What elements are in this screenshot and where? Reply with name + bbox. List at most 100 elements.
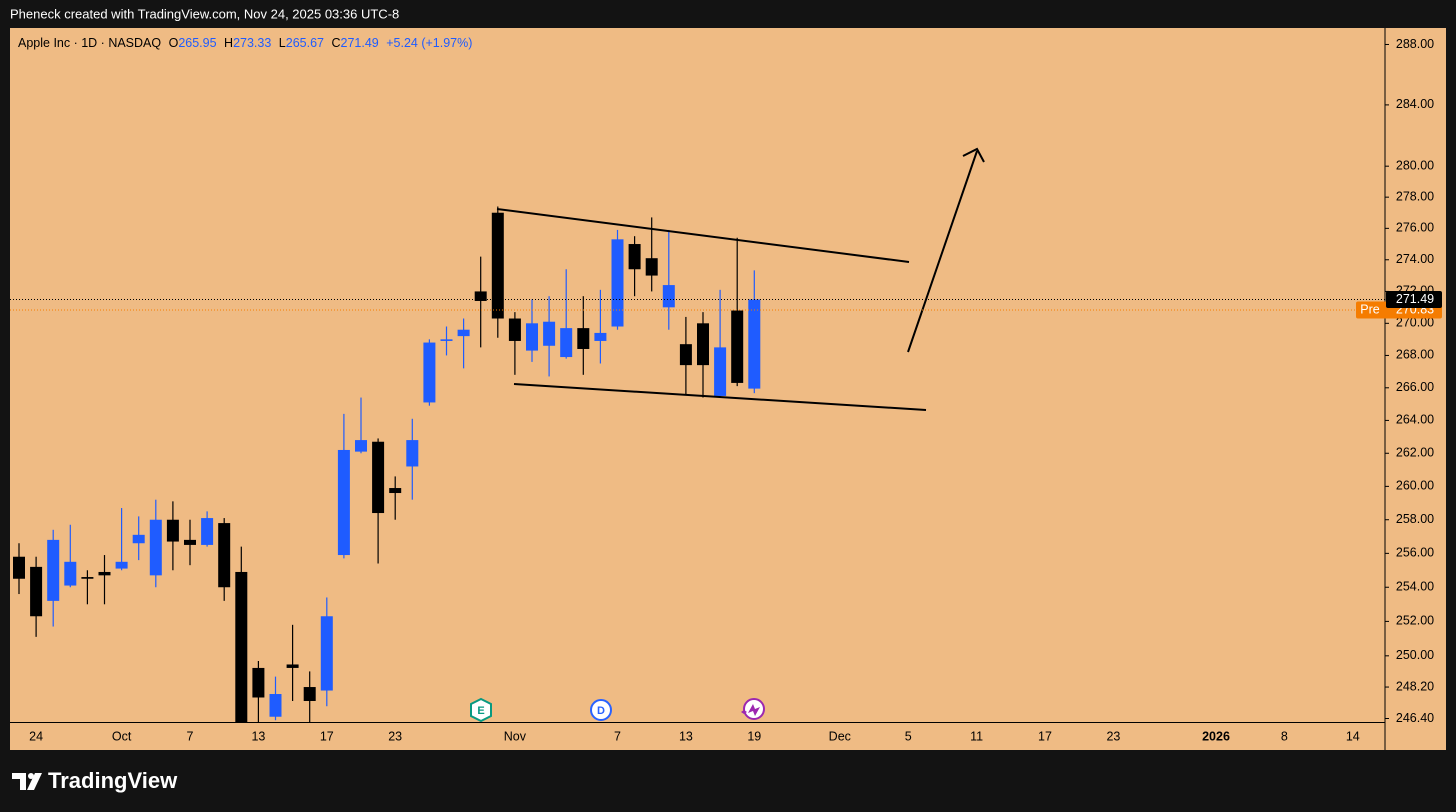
candle-body — [320, 616, 333, 691]
candle-body — [628, 244, 641, 270]
x-tick-label: 17 — [320, 729, 334, 743]
dividend-marker[interactable]: D — [590, 699, 612, 721]
candle-body — [355, 440, 367, 452]
candle-body — [645, 258, 658, 276]
candle-body — [491, 212, 504, 319]
y-tick-label: 288.00 — [1396, 37, 1434, 51]
channel-lower — [513, 383, 927, 411]
y-tick-label: 266.00 — [1396, 380, 1434, 394]
x-tick-label: 24 — [29, 729, 43, 743]
y-tick-label: 250.00 — [1396, 648, 1434, 662]
candle-body — [577, 328, 590, 349]
x-tick-label: 13 — [679, 729, 693, 743]
y-tick-label: 276.00 — [1396, 221, 1434, 235]
news-marker[interactable] — [741, 698, 765, 720]
y-tick-label: 248.20 — [1396, 679, 1434, 693]
symbol-title: Apple Inc · 1D · NASDAQ — [18, 36, 161, 50]
x-tick-label: 17 — [1038, 729, 1052, 743]
y-tick-label: 246.40 — [1396, 711, 1434, 725]
candle-body — [81, 577, 94, 579]
earnings-marker[interactable]: E — [470, 697, 492, 723]
ohlc-value: 265.67 — [286, 36, 324, 50]
arrow-head — [962, 147, 985, 163]
candle-body — [286, 664, 299, 668]
y-tick-label: 254.00 — [1396, 580, 1434, 594]
candle-body — [337, 449, 350, 556]
candle-body — [269, 694, 282, 717]
y-tick-label: 278.00 — [1396, 189, 1434, 203]
arrow-shaft — [907, 150, 978, 353]
candle-body — [423, 342, 436, 403]
ohlc-value: 265.95 — [178, 36, 216, 50]
candle-body — [662, 285, 675, 308]
candle-body — [508, 318, 521, 341]
candle-body — [474, 291, 487, 301]
dividend-marker-label: D — [597, 705, 605, 717]
candle-body — [235, 571, 248, 722]
ohlc-key: C — [331, 36, 340, 50]
ohlc-value: 273.33 — [233, 36, 271, 50]
candle-body — [372, 441, 385, 514]
candle-body — [560, 328, 573, 358]
candle-body — [166, 519, 179, 542]
candle-body — [252, 667, 265, 698]
candle-body — [457, 329, 470, 337]
y-tick-label: 256.00 — [1396, 546, 1434, 560]
y-tick-label: 284.00 — [1396, 97, 1434, 111]
drawings — [496, 147, 985, 411]
candle-body — [184, 539, 196, 545]
x-tick-label: 19 — [747, 729, 761, 743]
candle-body — [748, 299, 761, 389]
candle-body — [201, 518, 214, 545]
footer-logo: TradingView — [12, 768, 178, 793]
candle-body — [389, 488, 402, 494]
ohlc-key: O — [169, 36, 179, 50]
candle-body — [303, 687, 316, 701]
candle-body — [611, 239, 624, 327]
candle-body — [697, 323, 709, 366]
candle-body — [30, 566, 43, 617]
x-tick-label: 5 — [905, 729, 912, 743]
candle-body — [714, 347, 727, 396]
x-tick-label: Nov — [504, 729, 527, 743]
earnings-marker-label: E — [477, 705, 484, 717]
candle-body — [440, 339, 453, 341]
candles — [13, 206, 761, 722]
y-tick-label: 264.00 — [1396, 413, 1434, 427]
candle-body — [149, 519, 162, 576]
last-price-label: 271.49 — [1396, 292, 1434, 306]
candle-body — [115, 561, 128, 569]
x-tick-label: 8 — [1281, 729, 1288, 743]
legend: Apple Inc · 1D · NASDAQ O265.95 H273.33 … — [18, 36, 472, 50]
y-tick-label: 274.00 — [1396, 252, 1434, 266]
candle-body — [218, 523, 231, 588]
candle-body — [47, 539, 60, 601]
x-tick-label: 11 — [970, 729, 983, 743]
candle-body — [731, 310, 744, 383]
pre-label: Pre — [1360, 302, 1380, 316]
x-tick-label: 23 — [388, 729, 402, 743]
x-tick-label: 23 — [1106, 729, 1120, 743]
candle-body — [543, 321, 556, 346]
x-tick-label: 14 — [1346, 729, 1360, 743]
x-tick-label: 7 — [614, 729, 621, 743]
x-tick-label: 13 — [251, 729, 265, 743]
ohlc-key: L — [279, 36, 286, 50]
candle-body — [679, 344, 692, 366]
y-tick-label: 262.00 — [1396, 446, 1434, 460]
candle-body — [526, 323, 538, 351]
last-price-box — [1386, 291, 1442, 309]
ohlc-value: 271.49 — [341, 36, 379, 50]
ohlc-key: H — [224, 36, 233, 50]
footer-brand: TradingView — [48, 768, 178, 793]
x-tick-label: 7 — [187, 729, 194, 743]
candle-body — [406, 440, 419, 467]
y-tick-label: 258.00 — [1396, 512, 1434, 526]
y-tick-label: 280.00 — [1396, 158, 1434, 172]
candle-body — [594, 332, 607, 341]
change: +5.24 (+1.97%) — [386, 36, 472, 50]
y-tick-label: 268.00 — [1396, 348, 1434, 362]
candle-body — [13, 556, 25, 579]
